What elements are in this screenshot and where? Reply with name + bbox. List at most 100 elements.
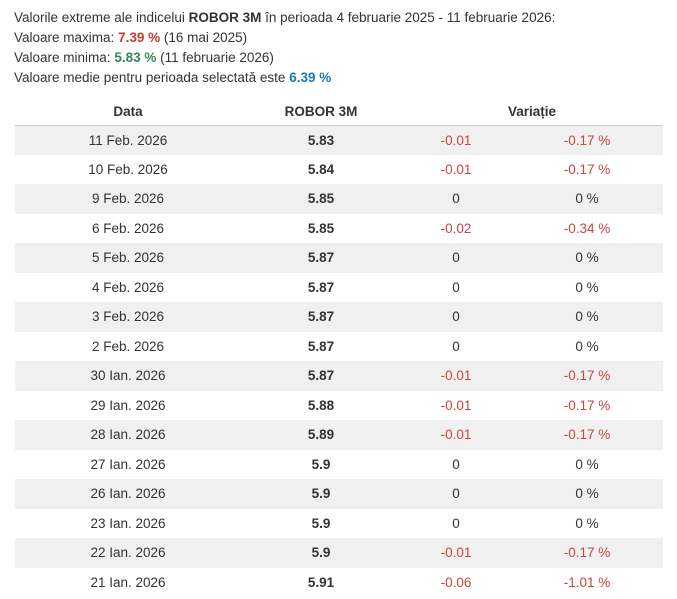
summary-intro-line: Valorile extreme ale indicelui ROBOR 3M … bbox=[14, 8, 663, 28]
value-cell: 5.87 bbox=[307, 279, 335, 295]
table-row: 2 Feb. 2026 5.87 0 0 % bbox=[15, 332, 663, 362]
date-cell: 22 Ian. 2026 bbox=[90, 545, 166, 561]
change-cell: 0 bbox=[452, 486, 460, 502]
value-cell: 5.85 bbox=[307, 191, 335, 207]
value-cell: 5.87 bbox=[307, 368, 335, 384]
value-cell: 5.84 bbox=[307, 161, 335, 177]
change-cell: -0.01 bbox=[440, 545, 472, 561]
value-cell: 5.88 bbox=[307, 397, 335, 413]
table-row: 29 Ian. 2026 5.88 -0.01 -0.17 % bbox=[15, 391, 663, 421]
date-cell: 26 Ian. 2026 bbox=[90, 486, 166, 502]
index-name: ROBOR 3M bbox=[188, 10, 262, 25]
value-cell: 5.85 bbox=[307, 220, 335, 236]
change-pct-cell: 0 % bbox=[575, 486, 599, 502]
table-row: 9 Feb. 2026 5.85 0 0 % bbox=[15, 184, 664, 214]
date-cell: 29 Ian. 2026 bbox=[90, 397, 166, 413]
change-cell: 0 bbox=[452, 250, 460, 266]
date-cell: 11 Feb. 2026 bbox=[88, 132, 168, 148]
change-cell: 0 bbox=[452, 515, 460, 531]
min-date: (11 februarie 2026) bbox=[160, 50, 274, 65]
value-cell: 5.89 bbox=[307, 427, 335, 443]
table-row: 3 Feb. 2026 5.87 0 0 % bbox=[15, 302, 664, 332]
date-cell: 4 Feb. 2026 bbox=[91, 279, 165, 295]
change-pct-cell: -0.17 % bbox=[563, 368, 611, 384]
change-pct-cell: 0 % bbox=[575, 515, 599, 531]
change-cell: -0.01 bbox=[440, 427, 472, 443]
max-line: Valoare maxima: 7.39 % (16 mai 2025) bbox=[14, 28, 663, 48]
max-date: (16 mai 2025) bbox=[163, 30, 248, 45]
date-cell: 3 Feb. 2026 bbox=[91, 309, 165, 325]
date-cell: 28 Ian. 2026 bbox=[90, 427, 166, 443]
date-cell: 21 Ian. 2026 bbox=[90, 574, 166, 590]
avg-label: Valoare medie pentru perioada selectată … bbox=[14, 70, 286, 85]
change-cell: -0.01 bbox=[440, 368, 472, 384]
table-row: 4 Feb. 2026 5.87 0 0 % bbox=[15, 273, 663, 303]
change-pct-cell: 0 % bbox=[575, 191, 599, 207]
header-variation: Variație bbox=[401, 98, 664, 126]
change-cell: -0.02 bbox=[440, 220, 472, 236]
change-pct-cell: -0.17 % bbox=[563, 545, 611, 561]
intro-prefix: Valorile extreme ale indicelui bbox=[14, 10, 185, 25]
extremes-summary: Valorile extreme ale indicelui ROBOR 3M … bbox=[0, 0, 677, 88]
change-pct-cell: -0.17 % bbox=[563, 132, 611, 148]
date-cell: 9 Feb. 2026 bbox=[91, 191, 165, 207]
value-cell: 5.91 bbox=[307, 574, 335, 590]
table-row: 27 Ian. 2026 5.9 0 0 % bbox=[15, 450, 663, 480]
date-cell: 30 Ian. 2026 bbox=[90, 368, 166, 384]
table-row: 22 Ian. 2026 5.9 -0.01 -0.17 % bbox=[15, 538, 664, 568]
value-cell: 5.83 bbox=[307, 132, 335, 148]
value-cell: 5.87 bbox=[307, 338, 335, 354]
table-row: 26 Ian. 2026 5.9 0 0 % bbox=[15, 479, 664, 509]
date-cell: 5 Feb. 2026 bbox=[91, 250, 165, 266]
intro-suffix: în perioada 4 februarie 2025 - 11 februa… bbox=[265, 10, 556, 25]
change-cell: -0.01 bbox=[440, 161, 472, 177]
date-cell: 6 Feb. 2026 bbox=[91, 220, 165, 236]
table-row: 10 Feb. 2026 5.84 -0.01 -0.17 % bbox=[15, 155, 663, 185]
value-cell: 5.87 bbox=[307, 309, 335, 325]
value-cell: 5.87 bbox=[307, 250, 335, 266]
change-pct-cell: -1.01 % bbox=[563, 574, 611, 590]
table-row: 5 Feb. 2026 5.87 0 0 % bbox=[15, 243, 664, 273]
change-pct-cell: 0 % bbox=[575, 279, 599, 295]
table-header: Data ROBOR 3M Variație bbox=[15, 98, 664, 126]
avg-value: 6.39 % bbox=[289, 70, 332, 85]
value-cell: 5.9 bbox=[311, 545, 331, 561]
min-label: Valoare minima: bbox=[14, 50, 111, 65]
change-pct-cell: 0 % bbox=[575, 250, 599, 266]
change-pct-cell: -0.17 % bbox=[563, 161, 611, 177]
change-cell: 0 bbox=[452, 309, 460, 325]
change-cell: 0 bbox=[452, 456, 460, 472]
change-pct-cell: -0.17 % bbox=[563, 427, 611, 443]
table-row: 28 Ian. 2026 5.89 -0.01 -0.17 % bbox=[15, 420, 664, 450]
table-row: 30 Ian. 2026 5.87 -0.01 -0.17 % bbox=[15, 361, 664, 391]
header-date: Data bbox=[15, 98, 241, 126]
table-row: 21 Ian. 2026 5.91 -0.06 -1.01 % bbox=[15, 568, 663, 598]
table-header-row: Data ROBOR 3M Variație bbox=[15, 98, 664, 126]
max-value: 7.39 % bbox=[118, 30, 161, 45]
avg-line: Valoare medie pentru perioada selectată … bbox=[14, 68, 663, 88]
table-row: 11 Feb. 2026 5.83 -0.01 -0.17 % bbox=[15, 125, 664, 155]
header-value: ROBOR 3M bbox=[241, 98, 401, 126]
change-cell: 0 bbox=[452, 191, 460, 207]
change-cell: 0 bbox=[452, 279, 460, 295]
value-cell: 5.9 bbox=[311, 456, 331, 472]
table-row: 23 Ian. 2026 5.9 0 0 % bbox=[15, 509, 663, 539]
change-pct-cell: 0 % bbox=[575, 309, 599, 325]
value-cell: 5.9 bbox=[311, 515, 331, 531]
robor-history-table: Data ROBOR 3M Variație 11 Feb. 2026 5.83 -… bbox=[15, 98, 664, 598]
robor-table-body: 11 Feb. 2026 5.83 -0.01 -0.17 % 10 Feb. 2026… bbox=[15, 125, 664, 598]
change-cell: 0 bbox=[452, 338, 460, 354]
change-cell: -0.01 bbox=[440, 397, 472, 413]
date-cell: 23 Ian. 2026 bbox=[90, 515, 166, 531]
table-row: 6 Feb. 2026 5.85 -0.02 -0.34 % bbox=[15, 214, 663, 244]
date-cell: 10 Feb. 2026 bbox=[88, 161, 168, 177]
change-pct-cell: -0.34 % bbox=[563, 220, 611, 236]
value-cell: 5.9 bbox=[311, 486, 331, 502]
change-cell: -0.06 bbox=[440, 574, 472, 590]
min-value: 5.83 % bbox=[114, 50, 157, 65]
change-pct-cell: 0 % bbox=[575, 456, 599, 472]
date-cell: 2 Feb. 2026 bbox=[91, 338, 165, 354]
change-pct-cell: -0.17 % bbox=[563, 397, 611, 413]
max-label: Valoare maxima: bbox=[14, 30, 115, 45]
